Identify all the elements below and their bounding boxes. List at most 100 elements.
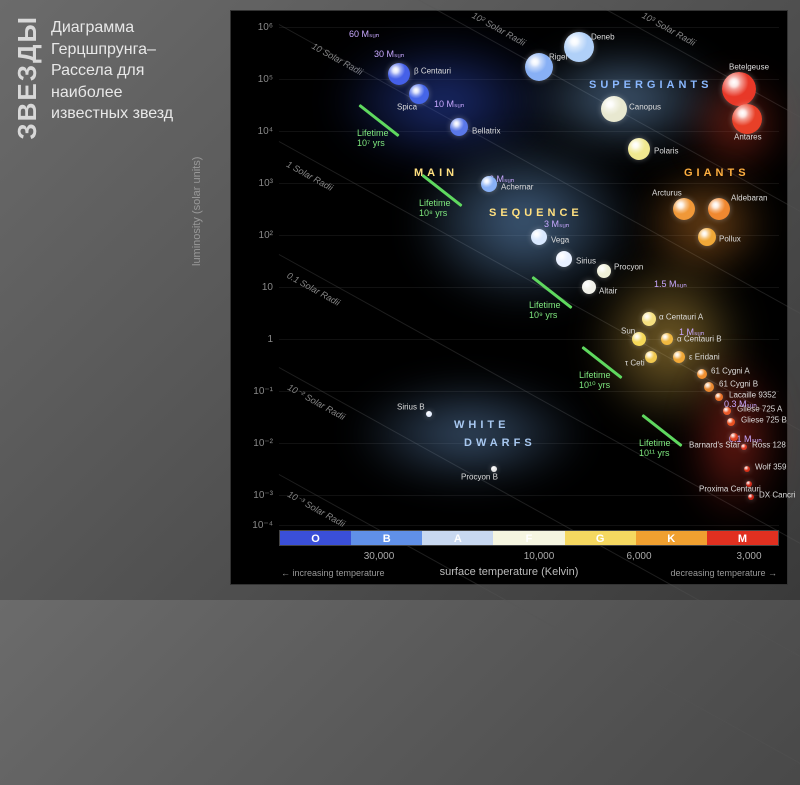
nebula-glow xyxy=(409,134,639,309)
star xyxy=(722,72,756,106)
region-label: MAIN xyxy=(414,167,458,179)
y-tick: 10⁶ xyxy=(235,22,273,33)
star-label: ε Eridani xyxy=(689,353,720,362)
plot-area: 10⁶10⁵10⁴10³10²10110⁻¹10⁻²10⁻³10⁻⁴10³ So… xyxy=(279,19,779,529)
vertical-title: ЗВЕЗДЫ xyxy=(12,15,43,140)
y-tick: 10⁵ xyxy=(235,74,273,85)
star-label: β Centauri xyxy=(414,67,451,76)
star-label: Proxima Centauri xyxy=(699,485,761,494)
lifetime-label: Lifetime10⁹ yrs xyxy=(529,301,561,321)
mass-label: 30 Mₛᵤₙ xyxy=(374,49,404,60)
star-label: 61 Cygni A xyxy=(711,367,750,376)
star-label: Rigel xyxy=(549,53,567,62)
star xyxy=(628,138,650,160)
region-label: GIANTS xyxy=(684,167,750,179)
title-block: ЗВЕЗДЫ ДиаграммаГерцшпрунга–Рассела длян… xyxy=(12,15,173,140)
spectral-class: F xyxy=(493,531,564,545)
star xyxy=(450,118,468,136)
star-label: τ Ceti xyxy=(625,359,645,368)
mass-label: 60 Mₛᵤₙ xyxy=(349,29,379,40)
star xyxy=(744,466,750,472)
mass-label: 10 Mₛᵤₙ xyxy=(434,99,464,110)
star xyxy=(698,228,716,246)
y-tick: 10³ xyxy=(235,178,273,189)
x-tick: 10,000 xyxy=(524,551,555,562)
star xyxy=(556,251,572,267)
y-tick: 10⁻³ xyxy=(235,490,273,501)
star-label: Lacaille 9352 xyxy=(729,391,776,400)
y-tick: 10 xyxy=(235,282,273,293)
star-label: Wolf 359 xyxy=(755,463,786,472)
star-label: α Centauri A xyxy=(659,313,703,322)
spectral-class: B xyxy=(351,531,422,545)
x-tick: 30,000 xyxy=(364,551,395,562)
subtitle: ДиаграммаГерцшпрунга–Рассела длянаиболее… xyxy=(51,15,173,125)
spectral-class: G xyxy=(565,531,636,545)
star-label: Vega xyxy=(551,236,569,245)
radius-label: 10³ Solar Radii xyxy=(640,10,697,48)
star-label: Polaris xyxy=(654,147,678,156)
spectral-class: K xyxy=(636,531,707,545)
star-label: Betelgeuse xyxy=(729,63,769,72)
temp-decreasing: decreasing temperature → xyxy=(670,568,777,578)
star xyxy=(697,369,707,379)
star xyxy=(491,466,497,472)
star xyxy=(661,333,673,345)
spectral-band: OBAFGKM xyxy=(279,530,779,546)
region-label: SUPERGIANTS xyxy=(589,79,712,91)
star-label: Sun xyxy=(621,327,635,336)
star xyxy=(642,312,656,326)
star xyxy=(715,393,723,401)
star xyxy=(673,351,685,363)
star xyxy=(645,351,657,363)
star xyxy=(597,264,611,278)
lifetime-label: Lifetime10¹⁰ yrs xyxy=(579,371,611,391)
radius-label: 1 Solar Radii xyxy=(285,159,335,193)
star xyxy=(426,411,432,417)
x-tick: 6,000 xyxy=(626,551,651,562)
star xyxy=(582,280,596,294)
spectral-class: A xyxy=(422,531,493,545)
y-tick: 1 xyxy=(235,334,273,345)
y-tick: 10⁻¹ xyxy=(235,386,273,397)
star-label: Gliese 725 B xyxy=(741,416,787,425)
lifetime-label: Lifetime10⁸ yrs xyxy=(419,199,451,219)
star-label: Ross 128 xyxy=(752,441,786,450)
y-tick: 10² xyxy=(235,230,273,241)
star-label: Sirius B xyxy=(397,403,425,412)
y-tick: 10⁻⁴ xyxy=(235,520,273,531)
region-label: DWARFS xyxy=(464,437,536,449)
star-label: Bellatrix xyxy=(472,127,500,136)
lifetime-label: Lifetime10⁷ yrs xyxy=(357,129,389,149)
star xyxy=(708,198,730,220)
star-label: Barnard's Star xyxy=(689,441,740,450)
star xyxy=(748,494,754,500)
y-tick: 10⁴ xyxy=(235,126,273,137)
temp-increasing: ← increasing temperature xyxy=(281,568,385,578)
star xyxy=(732,104,762,134)
radius-label: 0.1 Solar Radii xyxy=(285,270,341,307)
region-label: WHITE xyxy=(454,419,509,431)
star xyxy=(673,198,695,220)
star xyxy=(531,229,547,245)
y-tick: 10⁻² xyxy=(235,438,273,449)
star-label: Gliese 725 A xyxy=(737,405,782,414)
star xyxy=(388,63,410,85)
star-label: Canopus xyxy=(629,103,661,112)
star-label: Arcturus xyxy=(652,189,682,198)
star-label: Procyon xyxy=(614,263,643,272)
star-label: α Centauri B xyxy=(677,335,722,344)
mass-label: 3 Mₛᵤₙ xyxy=(544,219,569,230)
star xyxy=(564,32,594,62)
lifetime-label: Lifetime10¹¹ yrs xyxy=(639,439,671,459)
star-label: Pollux xyxy=(719,235,741,244)
star-label: Deneb xyxy=(591,33,615,42)
star-label: Achernar xyxy=(501,183,533,192)
star xyxy=(741,444,747,450)
star xyxy=(409,84,429,104)
star-label: Procyon B xyxy=(461,473,498,482)
star-label: Altair xyxy=(599,287,617,296)
star-label: Spica xyxy=(397,103,417,112)
spectral-class: O xyxy=(280,531,351,545)
star-label: DX Cancri xyxy=(759,491,795,500)
